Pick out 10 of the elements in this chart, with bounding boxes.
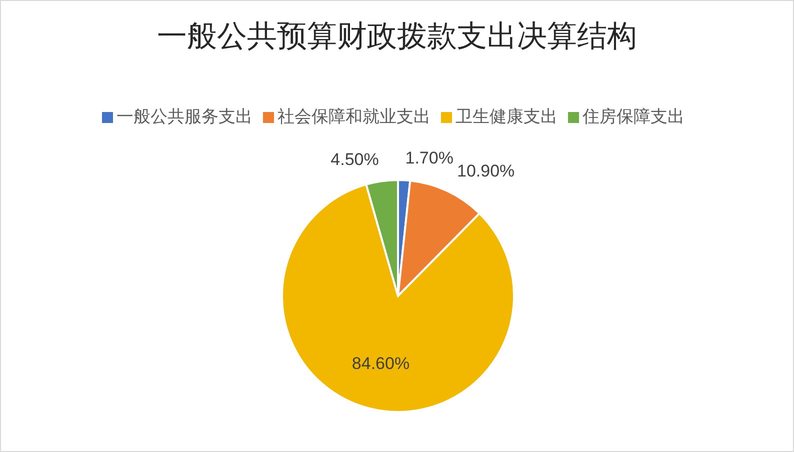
chart-title: 一般公共预算财政拨款支出决算结构 bbox=[156, 19, 638, 55]
data-label: 10.90% bbox=[456, 162, 515, 181]
legend-label: 住房保障支出 bbox=[582, 107, 684, 126]
legend-label: 社会保障和就业支出 bbox=[278, 107, 430, 126]
data-label: 1.70% bbox=[405, 148, 454, 168]
legend-label: 卫生健康支出 bbox=[456, 107, 558, 126]
data-label: 4.50% bbox=[330, 150, 379, 169]
legend-label: 一般公共服务支出 bbox=[116, 107, 252, 126]
data-label: 84.60% bbox=[352, 354, 410, 373]
pie-slice bbox=[281, 183, 515, 413]
